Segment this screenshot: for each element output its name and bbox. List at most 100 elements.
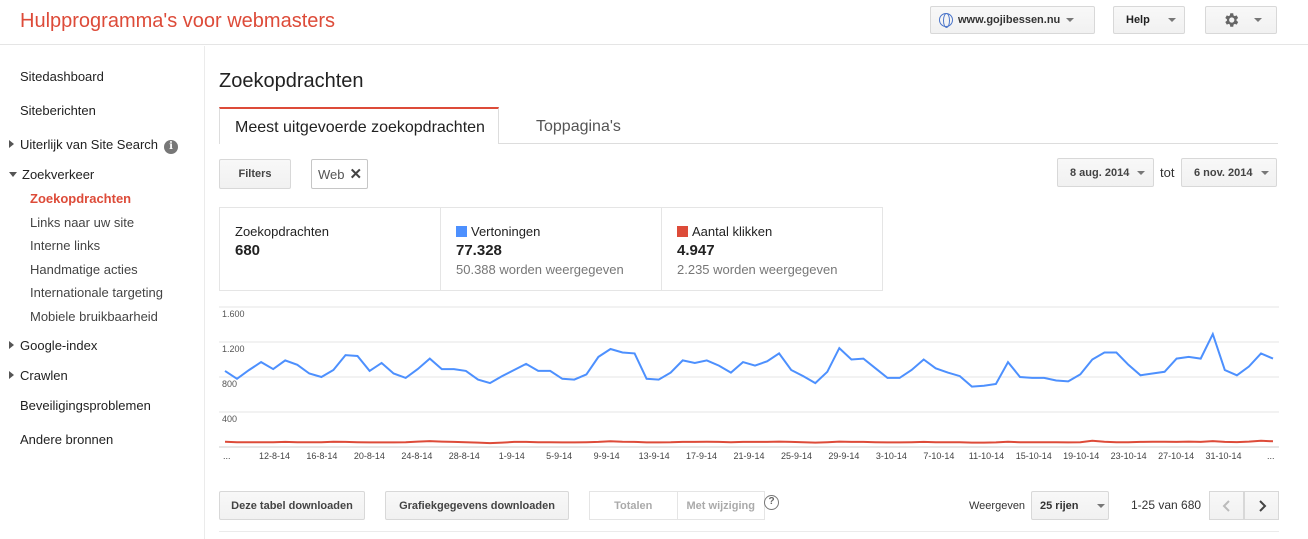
sidebar-item-crawlen[interactable]: Crawlen (9, 368, 68, 383)
sidebar-item-handmatige-acties[interactable]: Handmatige acties (30, 262, 138, 277)
x-tick-label: 3-10-14 (875, 451, 907, 461)
y-tick-label: 1.600 (222, 309, 245, 319)
metric-label-row: Vertoningen (456, 224, 661, 239)
sidebar-item-google-index[interactable]: Google-index (9, 338, 97, 353)
show-label: Weergeven (969, 500, 1026, 512)
chevron-right-icon (9, 341, 14, 349)
chevron-right-icon (9, 371, 14, 379)
next-page-button[interactable] (1244, 491, 1279, 520)
date-to-value: 6 nov. 2014 (1194, 166, 1253, 179)
sidebar-item-andere-bronnen[interactable]: Andere bronnen (20, 432, 114, 447)
checkbox-blue-icon[interactable] (456, 226, 467, 237)
x-tick-label: 9-9-14 (593, 451, 620, 461)
pagination-range: 1-25 van 680 (1131, 498, 1202, 512)
x-tick-label: 1-9-14 (498, 451, 525, 461)
x-tick-label: 17-9-14 (686, 451, 718, 461)
gear-icon (1225, 13, 1239, 27)
chevron-left-icon (1222, 499, 1230, 512)
x-tick-label: 11-10-14 (968, 451, 1005, 461)
metric-sub: 2.235 worden weergegeven (677, 262, 838, 277)
date-to-select[interactable]: 6 nov. 2014 (1181, 158, 1277, 187)
x-tick-label: 16-8-14 (306, 451, 338, 461)
sidebar-item-zoekverkeer[interactable]: Zoekverkeer (9, 167, 94, 182)
tab-divider (219, 143, 1278, 144)
sidebar-item-sitedashboard[interactable]: Sitedashboard (20, 69, 104, 84)
x-tick-label: 5-9-14 (546, 451, 573, 461)
series-line-aantal-klikken (224, 439, 1274, 445)
x-tick-label: 13-9-14 (638, 451, 670, 461)
x-tick-label: 19-10-14 (1063, 451, 1100, 461)
metric-label: Aantal klikken (692, 224, 773, 239)
metric-label: Vertoningen (471, 224, 541, 239)
chevron-right-icon (1258, 499, 1266, 512)
metric-value: 4.947 (677, 242, 715, 259)
sidebar-item-interne-links[interactable]: Interne links (30, 238, 101, 253)
filter-chip-label: Web (318, 166, 345, 182)
chevron-down-icon (1260, 170, 1269, 175)
sidebar-item-mobiele-bruikbaarheid[interactable]: Mobiele bruikbaarheid (30, 309, 158, 324)
x-tick-label: 28-8-14 (448, 451, 480, 461)
download-table-button[interactable]: Deze tabel downloaden (219, 491, 365, 520)
y-tick-label: 400 (222, 414, 238, 424)
help-icon[interactable]: ? (764, 495, 779, 510)
help-button[interactable]: Help (1113, 6, 1185, 34)
metric-label-row: Aantal klikken (677, 224, 883, 239)
sidebar: Sitedashboard Siteberichten Uiterlijk va… (0, 46, 205, 539)
x-tick-label: ... (1267, 451, 1275, 461)
globe-icon (939, 13, 953, 28)
chevron-down-icon (1254, 18, 1262, 22)
filters-button[interactable]: Filters (219, 159, 291, 189)
settings-button[interactable] (1205, 6, 1277, 34)
chevron-right-icon (9, 140, 14, 148)
sidebar-item-siteberichten[interactable]: Siteberichten (20, 103, 96, 118)
download-chart-button[interactable]: Grafiekgegevens downloaden (385, 491, 569, 520)
metric-aantal-klikken[interactable]: Aantal klikken 4.947 2.235 worden weerge… (662, 208, 883, 290)
x-tick-label: 7-10-14 (923, 451, 955, 461)
divider (219, 531, 1279, 532)
tab-meest-uitgevoerde-zoekopdrachten[interactable]: Meest uitgevoerde zoekopdrachten (219, 107, 499, 144)
change-toggle[interactable]: Met wijziging (686, 499, 755, 512)
sidebar-item-zoekopdrachten[interactable]: Zoekopdrachten (30, 191, 132, 206)
y-tick-label: 1.200 (222, 344, 245, 354)
metrics-panel: Zoekopdrachten 680 Vertoningen 77.328 50… (219, 207, 883, 291)
date-from-value: 8 aug. 2014 (1070, 166, 1130, 179)
line-chart: 1.600 1.200 800 400... 12-8-14 16-8-14 20-8-14… (219, 300, 1279, 465)
x-tick-label: 24-8-14 (401, 451, 433, 461)
metric-value: 77.328 (456, 242, 502, 259)
x-tick-label: 25-9-14 (780, 451, 812, 461)
sidebar-item-label: Crawlen (20, 368, 68, 383)
metric-zoekopdrachten: Zoekopdrachten 680 (220, 208, 441, 290)
site-selector[interactable]: www.gojibessen.nu (930, 6, 1095, 34)
prev-page-button[interactable] (1209, 491, 1244, 520)
date-range-separator: tot (1160, 165, 1175, 180)
metric-vertoningen[interactable]: Vertoningen 77.328 50.388 worden weergeg… (441, 208, 662, 290)
chevron-down-icon (1167, 18, 1176, 22)
x-tick-label: 21-9-14 (733, 451, 765, 461)
series-line-vertoningen (224, 331, 1274, 388)
totals-toggle[interactable]: Totalen (590, 492, 678, 519)
info-icon[interactable]: i (164, 140, 178, 154)
close-icon[interactable]: ✕ (349, 166, 363, 183)
app-title[interactable]: Hulpprogramma's voor webmasters (20, 10, 336, 32)
sidebar-item-label: Uiterlijk van Site Search (20, 137, 158, 152)
x-tick-label: ... (223, 451, 231, 461)
rows-per-page-select[interactable]: 25 rijen (1031, 491, 1109, 520)
sidebar-item-label: Google-index (20, 338, 98, 353)
metric-label: Zoekopdrachten (235, 224, 329, 239)
checkbox-red-icon[interactable] (677, 226, 688, 237)
page-title: Zoekopdrachten (219, 70, 364, 92)
filter-chip-web[interactable]: Web ✕ (311, 159, 368, 189)
sidebar-item-uiterlijk[interactable]: Uiterlijk van Site Search i (9, 137, 178, 154)
help-label: Help (1126, 14, 1150, 26)
tab-toppaginas[interactable]: Toppagina's (536, 118, 621, 135)
x-tick-label: 27-10-14 (1158, 451, 1195, 461)
x-tick-label: 29-9-14 (828, 451, 860, 461)
x-tick-label: 12-8-14 (258, 451, 290, 461)
metric-value: 680 (235, 242, 261, 259)
chevron-down-icon (1066, 18, 1075, 22)
sidebar-item-links-naar-uw-site[interactable]: Links naar uw site (30, 215, 135, 230)
chevron-down-icon (9, 172, 17, 177)
sidebar-item-internationale-targeting[interactable]: Internationale targeting (30, 285, 163, 300)
sidebar-item-beveiligingsproblemen[interactable]: Beveiligingsproblemen (20, 398, 151, 413)
date-from-select[interactable]: 8 aug. 2014 (1057, 158, 1154, 187)
